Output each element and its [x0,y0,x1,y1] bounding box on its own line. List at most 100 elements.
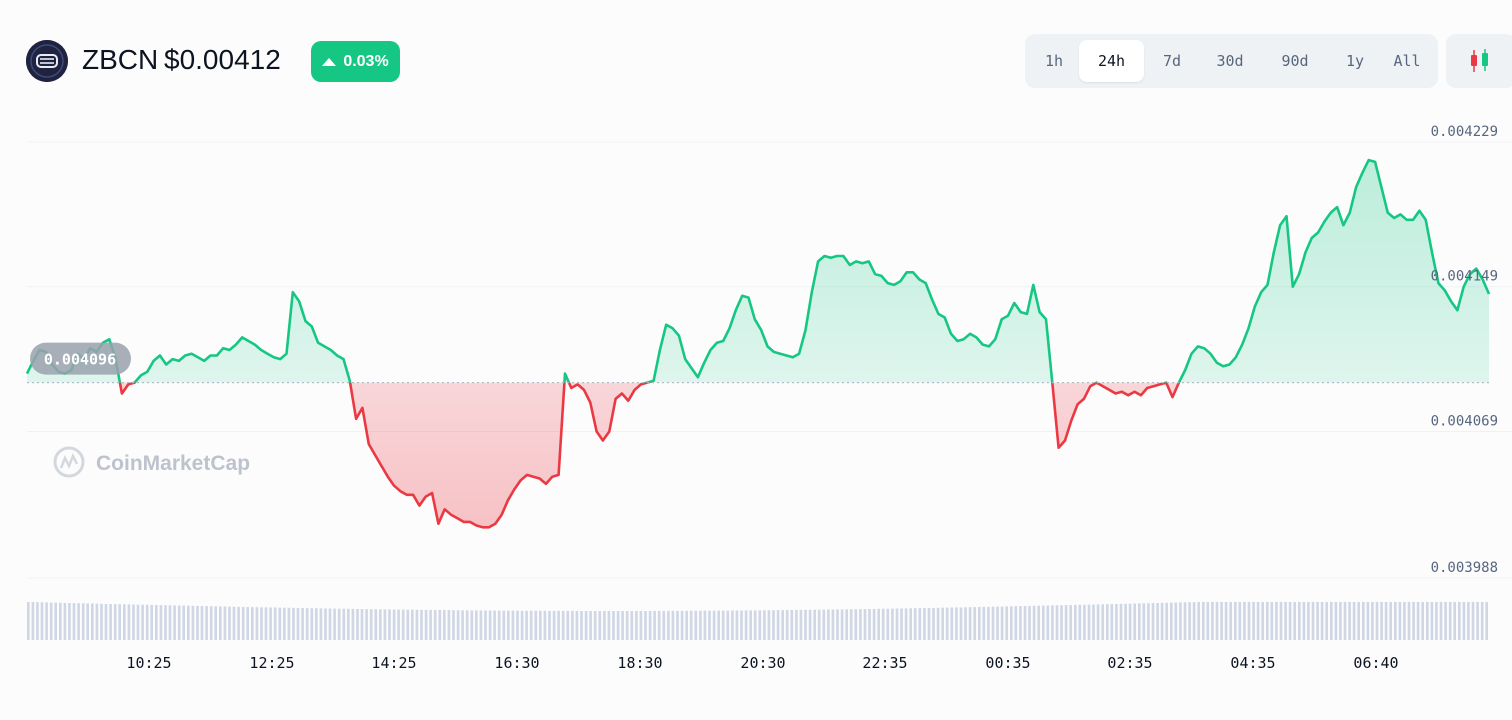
volume-bar [301,608,304,640]
volume-bar [1174,602,1178,640]
volume-bar [635,611,638,640]
volume-bar [941,607,944,640]
volume-bar [1087,604,1091,640]
volume-bar [49,602,53,640]
tab-1y[interactable]: 1y [1345,52,1365,70]
x-tick-label: 16:30 [494,654,539,672]
coinmarketcap-logo-icon [53,446,85,478]
volume-bar [1334,602,1338,640]
volume-bar [1275,602,1278,640]
volume-bar [612,611,615,640]
volume-bar [493,610,496,640]
volume-bar [1101,604,1104,640]
volume-bar [383,609,387,640]
volume-bar [324,608,327,640]
volume-bar [406,609,410,640]
volume-bar [836,609,839,640]
baseline-price-label: 0.004096 [44,351,116,369]
volume-bar [625,611,629,640]
volume-bar [525,610,528,640]
tab-24h[interactable]: 24h [1079,40,1144,82]
volume-bar [470,610,474,640]
volume-bar [1202,602,1205,640]
volume-bar [1476,602,1479,640]
candlestick-chart-icon [1471,49,1488,72]
volume-bar [1421,602,1424,640]
volume-bar [415,609,419,640]
volume-bar [77,603,80,640]
volume-bar [118,604,121,640]
volume-bar [1380,602,1383,640]
volume-bar [900,608,903,640]
volume-bar [424,609,428,640]
volume-bar [539,610,542,640]
volume-bar [461,610,464,640]
volume-bar [388,609,391,640]
volume-bar [95,603,99,640]
x-tick-label: 10:25 [126,654,171,672]
volume-bar [1288,602,1292,640]
volume-bar [123,604,126,640]
volume-bar [1435,602,1438,640]
volume-bar [1394,602,1397,640]
volume-bar [1352,602,1356,640]
price-line-up [25,158,1491,383]
tab-all[interactable]: All [1393,52,1421,70]
volume-bar [840,609,844,640]
token-price: $0.00412 [164,44,281,75]
volume-bar [1133,603,1136,640]
volume-bar [342,608,346,640]
tab-90d[interactable]: 90d [1281,52,1309,70]
x-tick-label: 12:25 [249,654,294,672]
volume-bar [881,608,885,640]
volume-bar [932,607,935,640]
volume-bar [360,609,364,640]
tab-30d[interactable]: 30d [1216,52,1244,70]
volume-bar [909,608,912,640]
volume-bar [63,602,67,640]
volume-bar [1366,602,1370,640]
price-chart[interactable]: CoinMarketCap 0.004096 0.004229 0.004149 0… [0,120,1512,720]
volume-bar [1462,602,1466,640]
volume-bar [1192,602,1196,640]
volume-bar [1220,602,1223,640]
volume-bar [1064,605,1068,640]
volume-bar [603,611,606,640]
volume-bar [1074,604,1077,640]
volume-bar [356,609,359,640]
volume-bar [1110,604,1114,640]
volume-bar [557,610,560,640]
volume-bar [950,607,954,640]
volume-bar [447,610,451,640]
volume-bar [717,610,720,640]
tab-7d[interactable]: 7d [1162,52,1182,70]
volume-bar [209,606,213,640]
volume-bar [767,610,771,640]
volume-bar [241,606,245,640]
volume-bar [1224,602,1228,640]
volume-bar [667,610,670,640]
volume-bar [1448,602,1452,640]
volume-bar [1343,602,1347,640]
volume-bar [1124,603,1127,640]
volume-bar [849,609,853,640]
volume-bar [685,610,688,640]
volume-bar [799,609,803,640]
volume-bar [205,606,208,640]
volume-bar [91,603,94,640]
volume-bar [753,610,757,640]
volume-bar [1206,602,1210,640]
candlestick-chart-toggle[interactable] [1446,34,1512,88]
volume-bar [507,610,510,640]
volume-bar [552,610,556,640]
volume-bar [968,607,972,640]
volume-bar [287,607,291,640]
volume-bar [877,608,880,640]
volume-bar [127,604,131,640]
volume-bar [1238,602,1242,640]
volume-bar [1229,602,1232,640]
tab-1h[interactable]: 1h [1044,52,1064,70]
volume-bar [1243,602,1246,640]
volume-bar [1051,605,1054,640]
volume-bar [817,609,821,640]
